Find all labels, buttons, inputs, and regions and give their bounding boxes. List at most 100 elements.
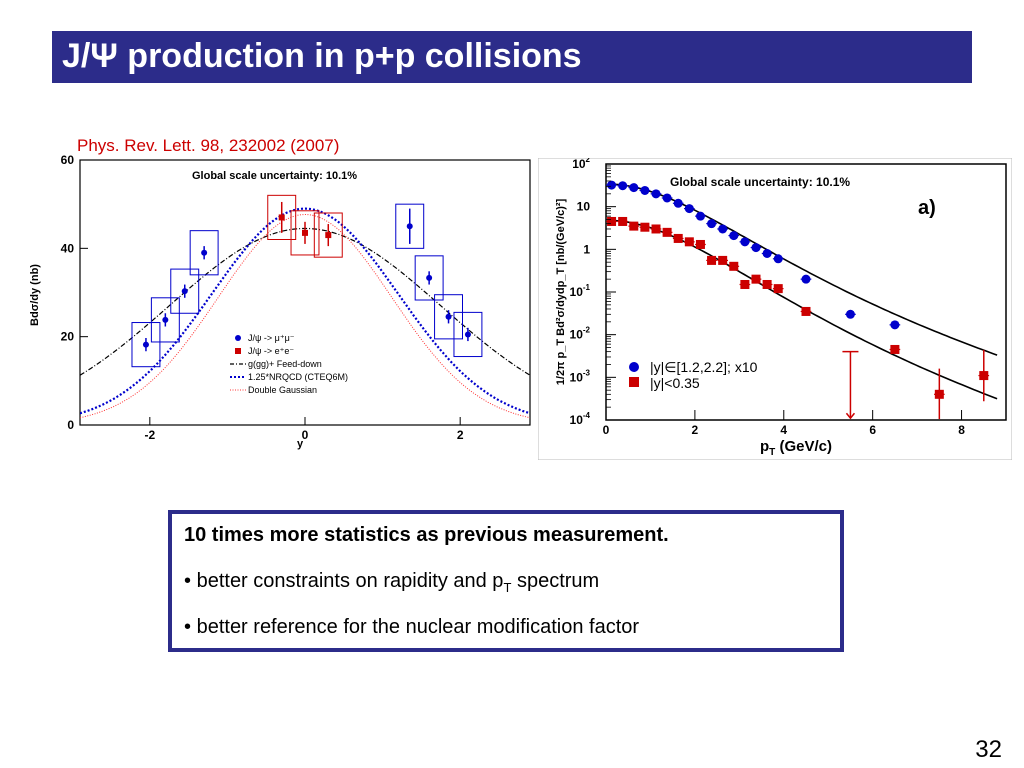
data-point-mid xyxy=(773,284,783,294)
data-point-forward xyxy=(695,211,705,221)
data-point-mid xyxy=(729,261,739,271)
legend-marker-mumu xyxy=(235,335,241,341)
systematic-box xyxy=(313,212,343,258)
rapidity-xtick-label: 2 xyxy=(457,428,464,442)
systematic-box xyxy=(414,255,444,301)
data-point-mumu xyxy=(201,249,208,256)
data-point-mid xyxy=(662,227,672,237)
data-point-mid xyxy=(934,389,944,399)
bullet-1-text: better constraints on rapidity and p xyxy=(196,570,504,592)
systematic-box xyxy=(170,268,200,314)
data-point-mid xyxy=(651,224,661,234)
legend-label-gauss: Double Gaussian xyxy=(248,385,317,395)
bullet-2-text: better reference for the nuclear modific… xyxy=(196,616,640,638)
data-point-forward xyxy=(845,309,855,319)
pt-xlabel: pT (GeV/c) xyxy=(760,438,832,458)
pt-ytick-exp: -3 xyxy=(583,368,591,377)
paper-reference: Phys. Rev. Lett. 98, 232002 (2007) xyxy=(77,136,340,155)
data-point-forward xyxy=(629,183,639,193)
pt-xtick-label: 4 xyxy=(780,423,787,437)
data-point-mumu xyxy=(142,341,149,348)
legend-label-feeddown: g(gg)+ Feed-down xyxy=(248,359,322,369)
legend-marker-forward xyxy=(629,362,639,372)
pt-ytick-label: 10-1 xyxy=(570,283,591,299)
data-point-mid xyxy=(718,255,728,265)
legend-label-mid: |y|<0.35 xyxy=(650,375,700,391)
rapidity-ytick-label: 0 xyxy=(67,418,74,432)
pt-annotation: Global scale uncertainty: 10.1% xyxy=(670,175,850,189)
data-point-mid xyxy=(607,216,617,226)
data-point-mid xyxy=(740,279,750,289)
pt-ylabel: 1/2π p_T Bd²σ/dydp_T [nb/(GeV/c)²] xyxy=(555,198,567,385)
legend-label-mumu: J/ψ -> μ⁺μ⁻ xyxy=(248,333,295,343)
data-point-forward xyxy=(718,224,728,234)
systematic-box xyxy=(290,210,320,256)
rapidity-xtick-label: -2 xyxy=(144,428,155,442)
pt-xtick-label: 6 xyxy=(869,423,876,437)
curve-nrqcd xyxy=(80,207,530,415)
systematic-box xyxy=(131,322,161,368)
rapidity-chart: 0 20 40 60 -2 0 2 Global scale uncertainty: 1… xyxy=(29,155,531,450)
data-point-mid xyxy=(629,221,639,231)
pt-xlabel-main: p xyxy=(760,438,769,455)
pt-ytick-base: 10 xyxy=(570,413,584,427)
legend-marker-mid xyxy=(629,377,639,387)
pt-xlabel-sub: T xyxy=(769,447,775,458)
pt-ytick-label: 10-3 xyxy=(570,368,591,384)
pt-ytick-label: 10 xyxy=(577,200,591,214)
rapidity-plot-frame xyxy=(79,159,531,426)
data-point-forward xyxy=(740,237,750,247)
systematic-box xyxy=(453,311,483,358)
bullet-1-subscript: T xyxy=(503,580,512,595)
summary-bullet-2: • better reference for the nuclear modif… xyxy=(184,616,639,639)
legend-label-nrqcd: 1.25*NRQCD (CTEQ6M) xyxy=(248,372,348,382)
data-point-mid xyxy=(684,237,694,247)
rapidity-legend: J/ψ -> μ⁺μ⁻ J/ψ -> e⁺e⁻ g(gg)+ Feed-down… xyxy=(230,333,348,395)
systematic-box xyxy=(434,294,464,340)
pt-ytick-base: 10 xyxy=(570,285,584,299)
pt-ytick-label: 102 xyxy=(572,158,590,171)
pt-ytick-exp: -2 xyxy=(583,326,591,335)
rapidity-ylabel: Bdσ/dy (nb) xyxy=(29,264,41,326)
data-point-forward xyxy=(651,189,661,199)
data-point-forward xyxy=(773,254,783,264)
pt-legend: |y|∈[1.2,2.2]; x10 |y|<0.35 xyxy=(629,359,758,391)
data-point-mid xyxy=(762,279,772,289)
pt-ytick-label: 10-4 xyxy=(570,411,591,427)
data-point-forward xyxy=(684,204,694,214)
pt-panel-label: a) xyxy=(918,197,936,219)
data-point-mumu xyxy=(464,331,471,338)
data-point-mumu xyxy=(445,313,452,320)
data-point-forward xyxy=(618,181,628,191)
systematic-box xyxy=(150,297,180,343)
rapidity-xlabel: y xyxy=(297,438,304,450)
data-point-forward xyxy=(662,193,672,203)
data-point-mumu xyxy=(426,274,433,281)
data-point-forward xyxy=(890,320,900,330)
pt-ytick-label: 1 xyxy=(583,242,590,256)
systematic-box xyxy=(395,203,425,249)
pt-ytick-label: 10-2 xyxy=(570,326,591,342)
data-point-mumu xyxy=(162,316,169,323)
pt-xtick-label: 0 xyxy=(603,423,610,437)
data-point-mumu xyxy=(181,288,188,295)
pt-ytick-base: 1 xyxy=(583,242,590,256)
fit-forward xyxy=(608,183,998,356)
data-point-mid xyxy=(618,216,628,226)
legend-label-ee: J/ψ -> e⁺e⁻ xyxy=(248,346,294,356)
rapidity-annotation: Global scale uncertainty: 10.1% xyxy=(192,170,357,182)
rapidity-ytick-label: 60 xyxy=(61,155,75,167)
data-point-forward xyxy=(707,219,717,229)
data-point-ee xyxy=(278,214,285,221)
systematic-box xyxy=(267,194,297,240)
pt-ytick-base: 10 xyxy=(577,200,591,214)
legend-label-forward: |y|∈[1.2,2.2]; x10 xyxy=(650,359,758,375)
pt-ytick-exp: -4 xyxy=(583,411,591,420)
summary-box: 10 times more statistics as previous mea… xyxy=(168,510,844,652)
data-point-forward xyxy=(673,198,683,208)
pt-ytick-exp: -1 xyxy=(583,283,591,292)
pt-ytick-exp: 2 xyxy=(586,158,591,164)
data-point-ee xyxy=(302,229,308,236)
curve-double-gaussian xyxy=(80,213,530,419)
